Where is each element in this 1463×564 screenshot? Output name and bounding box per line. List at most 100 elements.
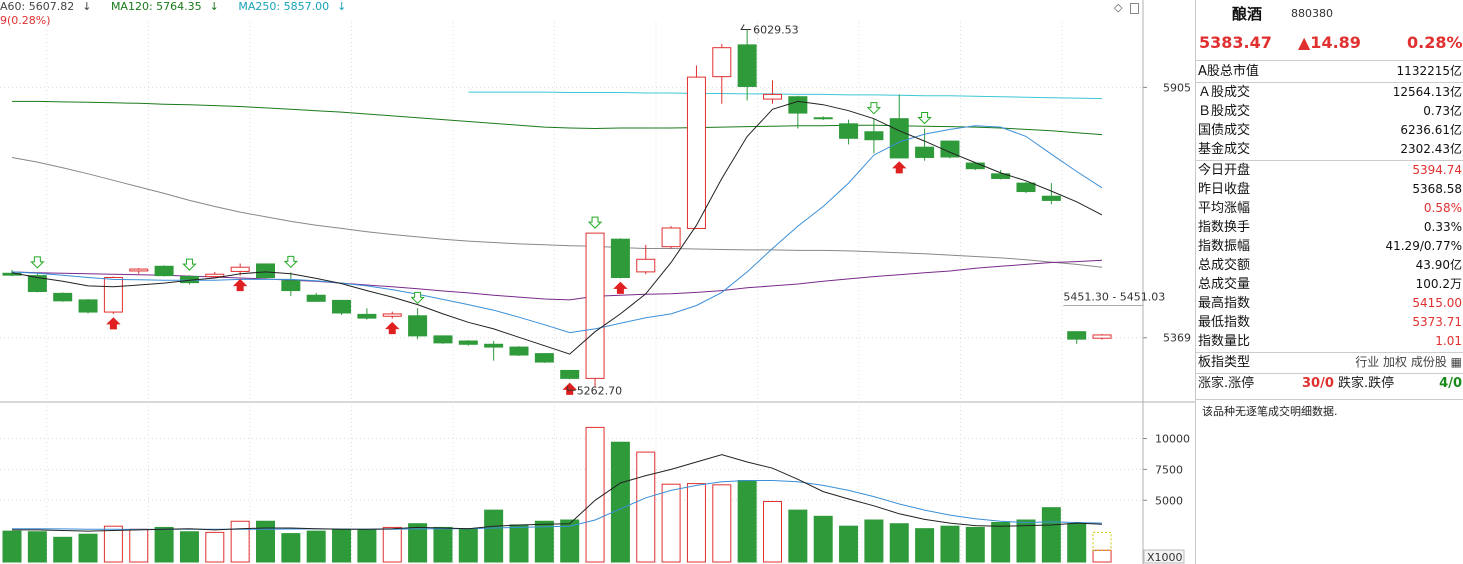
stat-value: 0.73亿: [1423, 104, 1462, 118]
buy-signal-icon: [562, 382, 577, 395]
kline-chart[interactable]: 5905 5369 10000 7500 5000 X1000 6029.53 5262.70…: [0, 0, 1195, 564]
price-tick-label: 5369: [1163, 332, 1191, 345]
volume-bar: [306, 530, 326, 563]
stat-value: 5415.00: [1412, 296, 1462, 310]
volume-bar: [256, 520, 275, 563]
stat-label: 基金成交: [1198, 142, 1251, 157]
volume-ma5-line: [12, 454, 1103, 532]
low-pointer: [567, 386, 576, 391]
candle-body: [408, 315, 428, 337]
plate-type-row: 板指类型 行业 加权 成份股 ▦: [1198, 353, 1462, 372]
plate-type-label: 板指类型: [1198, 355, 1251, 370]
candle-body: [1041, 195, 1061, 201]
candle-body: [332, 299, 352, 314]
change-text: 9(0.28%): [0, 14, 51, 27]
stat-row: 平均涨幅 0.58%: [1198, 199, 1462, 218]
volume-bar: [382, 526, 402, 563]
candle-body: [1067, 331, 1087, 340]
ma-legend: A60: 5607.82 ↓ MA120: 5764.35 ↓ MA250: 585…: [0, 0, 362, 14]
volume-bar: [889, 523, 909, 563]
volume-bar: [712, 484, 732, 563]
volume-bar: [813, 515, 833, 563]
volume-bar: [103, 525, 123, 563]
high-annotation: 6029.53: [753, 23, 799, 36]
candle-body: [636, 258, 656, 273]
candle-body: [788, 96, 808, 114]
stat-value: 1132215亿: [1396, 64, 1462, 78]
candle-body: [78, 299, 98, 313]
candle-body: [154, 265, 174, 277]
candle-body: [585, 232, 605, 379]
plate-type-links[interactable]: 行业 加权 成份股 ▦: [1355, 355, 1462, 369]
candle-body: [534, 353, 554, 363]
volume-bar: [1016, 519, 1036, 563]
volume-bar: [484, 509, 504, 563]
ma250-line: [468, 91, 1103, 100]
volume-unit-label: X1000: [1147, 551, 1183, 564]
stat-row: 昨日收盘 5368.58: [1198, 180, 1462, 199]
stat-value: 0.33%: [1423, 220, 1462, 234]
volume-bar: [78, 533, 98, 563]
candle-body: [965, 162, 985, 170]
rise-value: 30/0: [1302, 376, 1334, 391]
sell-signal-icon: [283, 255, 299, 269]
stat-value: 5394.74: [1412, 163, 1462, 177]
stat-row: 指数振幅 41.29/0.77%: [1198, 237, 1462, 256]
candle-body: [458, 340, 478, 345]
stat-label: 指数振幅: [1198, 239, 1251, 254]
last-price: 5383.47: [1199, 33, 1272, 52]
stat-label: Ｂ股成交: [1198, 104, 1251, 119]
scroll-icon[interactable]: [1129, 2, 1139, 14]
volume-bar: [1092, 549, 1112, 563]
candle-body: [256, 263, 275, 278]
volume-bar: [965, 526, 985, 563]
stat-value: 5373.71: [1412, 315, 1462, 329]
stat-row: 指数量比 1.01: [1198, 332, 1462, 351]
candle-body: [813, 117, 833, 120]
candle-body: [433, 335, 453, 344]
volume-bar: [1041, 507, 1061, 563]
sell-signal-icon: [30, 256, 45, 269]
volume-bar: [129, 528, 149, 563]
candle-body: [712, 47, 732, 78]
candle-body: [560, 369, 580, 379]
volume-bar: [357, 529, 377, 563]
ma60-legend: A60: 5607.82 ↓: [0, 0, 92, 13]
index-name: 酿酒: [1232, 5, 1263, 23]
volume-bar: [839, 525, 859, 563]
sell-signal-icon: [182, 258, 197, 271]
stat-label: 指数换手: [1198, 220, 1251, 235]
stat-row: 指数换手 0.33%: [1198, 218, 1462, 237]
rise-label: 涨家.涨停: [1198, 376, 1255, 391]
stat-value: 43.90亿: [1415, 258, 1462, 272]
stat-label: 总成交量: [1198, 277, 1251, 292]
volume-ma10-line: [12, 480, 1103, 530]
candle-body: [661, 227, 681, 248]
candle-body: [306, 294, 326, 302]
range-annotation: 5451.30 - 5451.03: [1063, 290, 1165, 303]
buy-signal-icon: [106, 317, 121, 330]
candle-body: [610, 238, 630, 278]
divider: [1196, 399, 1463, 400]
volume-bar: [788, 509, 808, 563]
divider: [1196, 82, 1463, 83]
candle-body: [357, 313, 377, 319]
volume-bar: [53, 536, 73, 563]
buy-signal-icon: [613, 281, 628, 294]
volume-bar: [2, 530, 22, 563]
stat-label: 总成交额: [1198, 258, 1251, 273]
divider: [1196, 352, 1463, 353]
volume-bar: [534, 520, 554, 563]
candle-body: [484, 343, 504, 348]
stat-label: Ａ股成交: [1198, 85, 1251, 100]
volume-bar: [940, 525, 960, 563]
divider: [1196, 373, 1463, 374]
high-pointer: [740, 24, 752, 30]
stat-row: 今日开盘 5394.74: [1198, 161, 1462, 180]
buy-signal-icon: [892, 161, 907, 174]
candle-body: [103, 276, 123, 313]
volume-bar: [154, 526, 174, 563]
volume-tick-label: 10000: [1155, 433, 1190, 446]
diamond-icon[interactable]: ◇: [1114, 1, 1123, 14]
volume-bar: [636, 451, 656, 563]
